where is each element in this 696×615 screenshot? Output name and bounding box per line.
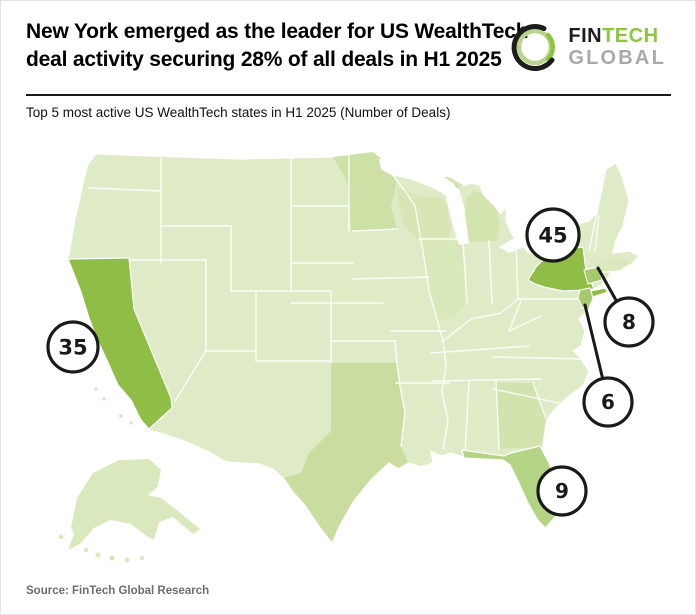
state-illinois bbox=[421, 241, 466, 319]
fintech-global-logo: FINTECH GLOBAL bbox=[508, 20, 666, 74]
logo-wordmark: FINTECH GLOBAL bbox=[568, 25, 666, 69]
state-michigan bbox=[425, 177, 500, 242]
state-borders bbox=[67, 153, 622, 454]
state-texas bbox=[284, 363, 408, 542]
callout-new-york: 45 bbox=[525, 207, 581, 263]
us-map-svg: 45 35 8 6 9 bbox=[46, 151, 655, 563]
state-alaska bbox=[58, 459, 200, 563]
us-map: 45 35 8 6 9 bbox=[1, 127, 695, 583]
lake-superior bbox=[379, 157, 459, 197]
state-florida bbox=[461, 445, 563, 529]
callout-circle-45 bbox=[525, 207, 581, 263]
title-line-2: deal activity securing 28% of all deals … bbox=[26, 48, 502, 71]
page-title: New York emerged as the leader for US We… bbox=[26, 18, 541, 74]
callout-connecticut: 8 bbox=[603, 296, 655, 348]
state-massachusetts bbox=[595, 258, 631, 273]
callout-california: 35 bbox=[46, 320, 100, 374]
state-georgia bbox=[496, 383, 546, 449]
divider bbox=[26, 94, 671, 96]
callout-label-6: 6 bbox=[601, 390, 615, 414]
lake-michigan bbox=[445, 185, 469, 245]
chart-subtitle: Top 5 most active US WealthTech states i… bbox=[26, 105, 451, 120]
header: New York emerged as the leader for US We… bbox=[26, 18, 674, 74]
state-california bbox=[67, 257, 173, 430]
callout-label-9: 9 bbox=[555, 479, 569, 503]
logo-fintech: FINTECH bbox=[568, 25, 659, 47]
state-connecticut bbox=[583, 266, 603, 285]
connector-line-new-jersey bbox=[583, 303, 605, 382]
callout-florida: 9 bbox=[536, 465, 588, 517]
callout-circle-6 bbox=[582, 376, 634, 428]
logo-global: GLOBAL bbox=[568, 47, 666, 69]
callout-label-45: 45 bbox=[538, 224, 567, 248]
callout-label-8: 8 bbox=[622, 310, 636, 334]
callout-circle-9 bbox=[536, 465, 588, 517]
title-line-1: New York emerged as the leader for US We… bbox=[26, 20, 529, 43]
lake-huron bbox=[479, 181, 509, 215]
logo-swirl-icon bbox=[511, 24, 556, 72]
callout-new-jersey: 6 bbox=[582, 376, 634, 428]
callout-label-35: 35 bbox=[58, 336, 87, 360]
source-note: Source: FinTech Global Research bbox=[26, 585, 210, 597]
connector-line-connecticut bbox=[596, 266, 619, 304]
channel-islands bbox=[94, 387, 133, 425]
callout-circle-8 bbox=[603, 296, 655, 348]
state-new-jersey bbox=[577, 287, 594, 311]
callout-circle-35 bbox=[46, 320, 100, 374]
